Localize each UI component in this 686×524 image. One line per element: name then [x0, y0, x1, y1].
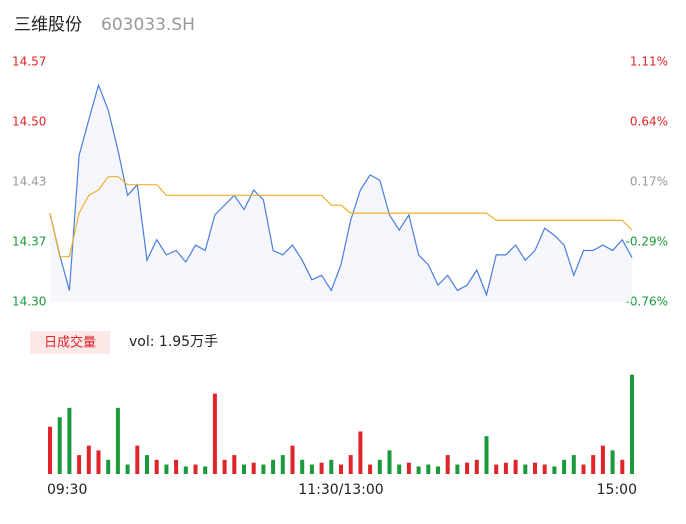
- volume-bar: [212, 393, 217, 474]
- volume-bar: [581, 464, 586, 474]
- volume-bar: [106, 459, 111, 474]
- volume-bar: [319, 462, 324, 474]
- volume-bar: [445, 455, 450, 474]
- volume-bar: [397, 464, 402, 474]
- volume-bar: [591, 455, 596, 474]
- y2-tick-label: 1.11%: [630, 55, 668, 69]
- volume-bar: [261, 464, 266, 474]
- volume-bar: [300, 459, 305, 474]
- stock-code: 603033.SH: [101, 15, 195, 35]
- x-tick-label: 11:30/13:00: [298, 482, 383, 498]
- volume-bar: [251, 462, 256, 474]
- volume-bar: [339, 464, 343, 474]
- volume-bar: [271, 459, 276, 474]
- volume-bar: [183, 466, 188, 474]
- y-tick-label: 14.37: [12, 235, 46, 249]
- volume-label: vol: 1.95万手: [129, 334, 218, 350]
- volume-button-label[interactable]: 日成交量: [44, 335, 96, 351]
- volume-bar: [436, 466, 440, 474]
- volume-bar: [377, 459, 382, 474]
- volume-bar: [154, 459, 159, 474]
- volume-bar: [145, 455, 149, 474]
- volume-bar: [290, 445, 295, 474]
- volume-bar: [474, 459, 479, 474]
- volume-bar: [426, 464, 431, 474]
- volume-bar: [630, 374, 634, 474]
- volume-bar: [96, 450, 101, 474]
- volume-bar: [242, 464, 246, 474]
- volume-bar: [232, 455, 237, 474]
- y2-tick-label: -0.29%: [626, 235, 668, 249]
- average-line: [49, 176, 633, 258]
- volume-bar: [571, 455, 576, 474]
- volume-bar: [174, 459, 179, 474]
- volume-button[interactable]: [30, 331, 110, 354]
- volume-bar: [455, 464, 460, 474]
- volume-bar: [57, 417, 62, 474]
- volume-bar: [484, 436, 489, 474]
- x-tick-label: 09:30: [47, 482, 87, 498]
- volume-bar: [193, 464, 198, 474]
- volume-bar: [542, 464, 547, 474]
- volume-bar: [164, 464, 169, 474]
- price-line: [49, 83, 633, 297]
- volume-bar: [416, 466, 421, 474]
- volume-bar: [562, 459, 567, 474]
- volume-bar: [387, 450, 392, 474]
- volume-bar: [135, 445, 140, 474]
- stock-name: 三维股份: [14, 15, 82, 35]
- volume-bar: [533, 462, 537, 474]
- y2-tick-label: 0.17%: [630, 175, 668, 189]
- volume-bar: [77, 455, 82, 474]
- volume-bar: [465, 462, 470, 474]
- y-tick-label: 14.43: [12, 175, 46, 189]
- volume-bar: [494, 464, 499, 474]
- volume-bar: [222, 459, 227, 474]
- volume-bar: [309, 464, 314, 474]
- x-tick-label: 15:00: [597, 482, 637, 498]
- volume-bar: [600, 445, 605, 474]
- volume-bar: [115, 407, 120, 474]
- y-tick-label: 14.57: [12, 55, 46, 69]
- volume-bar: [620, 459, 625, 474]
- volume-bar: [523, 464, 528, 474]
- volume-bar: [348, 455, 353, 474]
- volume-bar: [552, 466, 557, 474]
- volume-bar: [86, 445, 91, 474]
- volume-bar: [280, 455, 285, 474]
- y-tick-label: 14.50: [12, 115, 46, 129]
- volume-bar: [610, 450, 615, 474]
- volume-bar: [406, 462, 411, 474]
- volume-bar: [48, 426, 52, 474]
- y-tick-label: 14.30: [12, 295, 46, 309]
- y2-tick-label: -0.76%: [626, 295, 668, 309]
- volume-bar: [368, 464, 373, 474]
- y2-tick-label: 0.64%: [630, 115, 668, 129]
- volume-bar: [358, 431, 363, 474]
- volume-bar: [203, 466, 208, 474]
- volume-bar: [503, 462, 508, 474]
- volume-bar: [67, 407, 72, 474]
- volume-bar: [513, 459, 518, 474]
- price-area: [50, 85, 632, 302]
- volume-bar: [125, 464, 130, 474]
- volume-bar: [329, 459, 334, 474]
